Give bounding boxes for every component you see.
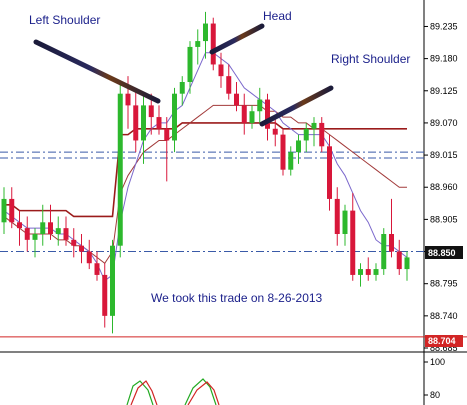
up-candle bbox=[303, 128, 309, 141]
down-candle bbox=[396, 251, 402, 270]
oscillator-red2-line bbox=[187, 381, 220, 405]
up-candle bbox=[110, 245, 115, 316]
slow-moving-average bbox=[4, 122, 407, 218]
down-candle bbox=[265, 99, 270, 129]
low-price-tag: 88.704 bbox=[428, 336, 456, 346]
down-candle bbox=[350, 210, 356, 275]
candlesticks bbox=[1, 11, 410, 334]
down-candle bbox=[164, 128, 170, 141]
down-candle bbox=[327, 146, 332, 199]
down-candle bbox=[319, 122, 325, 147]
oscillator-green-line bbox=[126, 380, 154, 405]
up-candle bbox=[55, 228, 61, 234]
head-marker bbox=[209, 23, 265, 55]
mid-moving-average bbox=[3, 104, 407, 264]
up-candle bbox=[179, 82, 185, 94]
price-tick-label: 89.235 bbox=[430, 21, 458, 31]
right-shoulder-marker bbox=[259, 85, 334, 127]
down-candle bbox=[389, 234, 394, 252]
down-candle bbox=[148, 105, 154, 118]
down-candle bbox=[79, 245, 84, 252]
down-candle bbox=[234, 93, 239, 106]
price-tick-label: 89.070 bbox=[430, 118, 458, 128]
up-candle bbox=[342, 210, 348, 234]
down-candle bbox=[24, 228, 30, 240]
oscillator-green2-line bbox=[184, 378, 217, 405]
up-candle bbox=[288, 152, 294, 170]
current-price-tag: 88.850 bbox=[428, 248, 456, 258]
price-tick-label: 88.905 bbox=[430, 214, 458, 224]
down-candle bbox=[210, 23, 216, 65]
up-candle bbox=[296, 140, 301, 153]
price-tick-label: 88.740 bbox=[430, 311, 458, 321]
down-candle bbox=[156, 117, 162, 129]
right-shoulder-label: Right Shoulder bbox=[331, 52, 410, 66]
down-candle bbox=[17, 222, 22, 229]
down-candle bbox=[241, 105, 247, 123]
up-candle bbox=[257, 99, 263, 112]
down-candle bbox=[102, 274, 108, 316]
down-candle bbox=[226, 76, 232, 94]
up-candle bbox=[40, 222, 46, 234]
down-candle bbox=[218, 64, 224, 77]
down-candle bbox=[334, 198, 340, 234]
down-candle bbox=[280, 134, 286, 170]
down-candle bbox=[133, 105, 139, 141]
up-candle bbox=[195, 41, 201, 47]
up-candle bbox=[117, 93, 123, 246]
current-price-tag-bg bbox=[425, 246, 463, 259]
price-tick-label: 88.685 bbox=[430, 343, 458, 353]
up-candle bbox=[373, 269, 379, 275]
oscillator-red-line bbox=[130, 380, 158, 405]
down-candle bbox=[63, 228, 69, 240]
up-candle bbox=[203, 23, 208, 42]
down-candle bbox=[48, 222, 53, 234]
left-shoulder-marker bbox=[33, 39, 161, 104]
low-price-tag-bg bbox=[425, 335, 463, 347]
down-candle bbox=[94, 263, 100, 275]
up-candle bbox=[187, 46, 193, 82]
left-shoulder-label: Left Shoulder bbox=[29, 13, 100, 27]
oscillator-tick-label: 100 bbox=[430, 357, 445, 367]
head-label: Head bbox=[263, 9, 292, 23]
price-tick-label: 89.180 bbox=[430, 54, 458, 64]
down-candle bbox=[86, 251, 92, 264]
up-candle bbox=[32, 234, 38, 240]
down-candle bbox=[365, 269, 371, 275]
down-candle bbox=[125, 93, 131, 106]
up-candle bbox=[404, 257, 410, 270]
oscillator-tick-label: 80 bbox=[430, 390, 440, 400]
down-candle bbox=[9, 198, 15, 223]
price-axis-ticks: 89.235 89.180 89.125 89.070 89.015 88.960 88.9… bbox=[424, 21, 458, 353]
up-candle bbox=[311, 122, 317, 129]
up-candle bbox=[1, 198, 7, 223]
up-candle bbox=[358, 269, 363, 275]
trade-caption: We took this trade on 8-26-2013 bbox=[151, 291, 323, 305]
up-candle bbox=[381, 234, 387, 270]
price-tick-label: 88.960 bbox=[430, 182, 458, 192]
price-tick-label: 89.125 bbox=[430, 86, 458, 96]
oscillator-panel: 100 80 bbox=[126, 357, 445, 405]
up-candle bbox=[249, 111, 255, 123]
price-tick-label: 89.015 bbox=[430, 150, 458, 160]
down-candle bbox=[272, 128, 278, 135]
down-candle bbox=[71, 239, 77, 246]
price-tick-label: 88.795 bbox=[430, 279, 458, 289]
pattern-markers bbox=[33, 23, 334, 127]
up-candle bbox=[172, 93, 177, 141]
up-candle bbox=[141, 105, 146, 141]
